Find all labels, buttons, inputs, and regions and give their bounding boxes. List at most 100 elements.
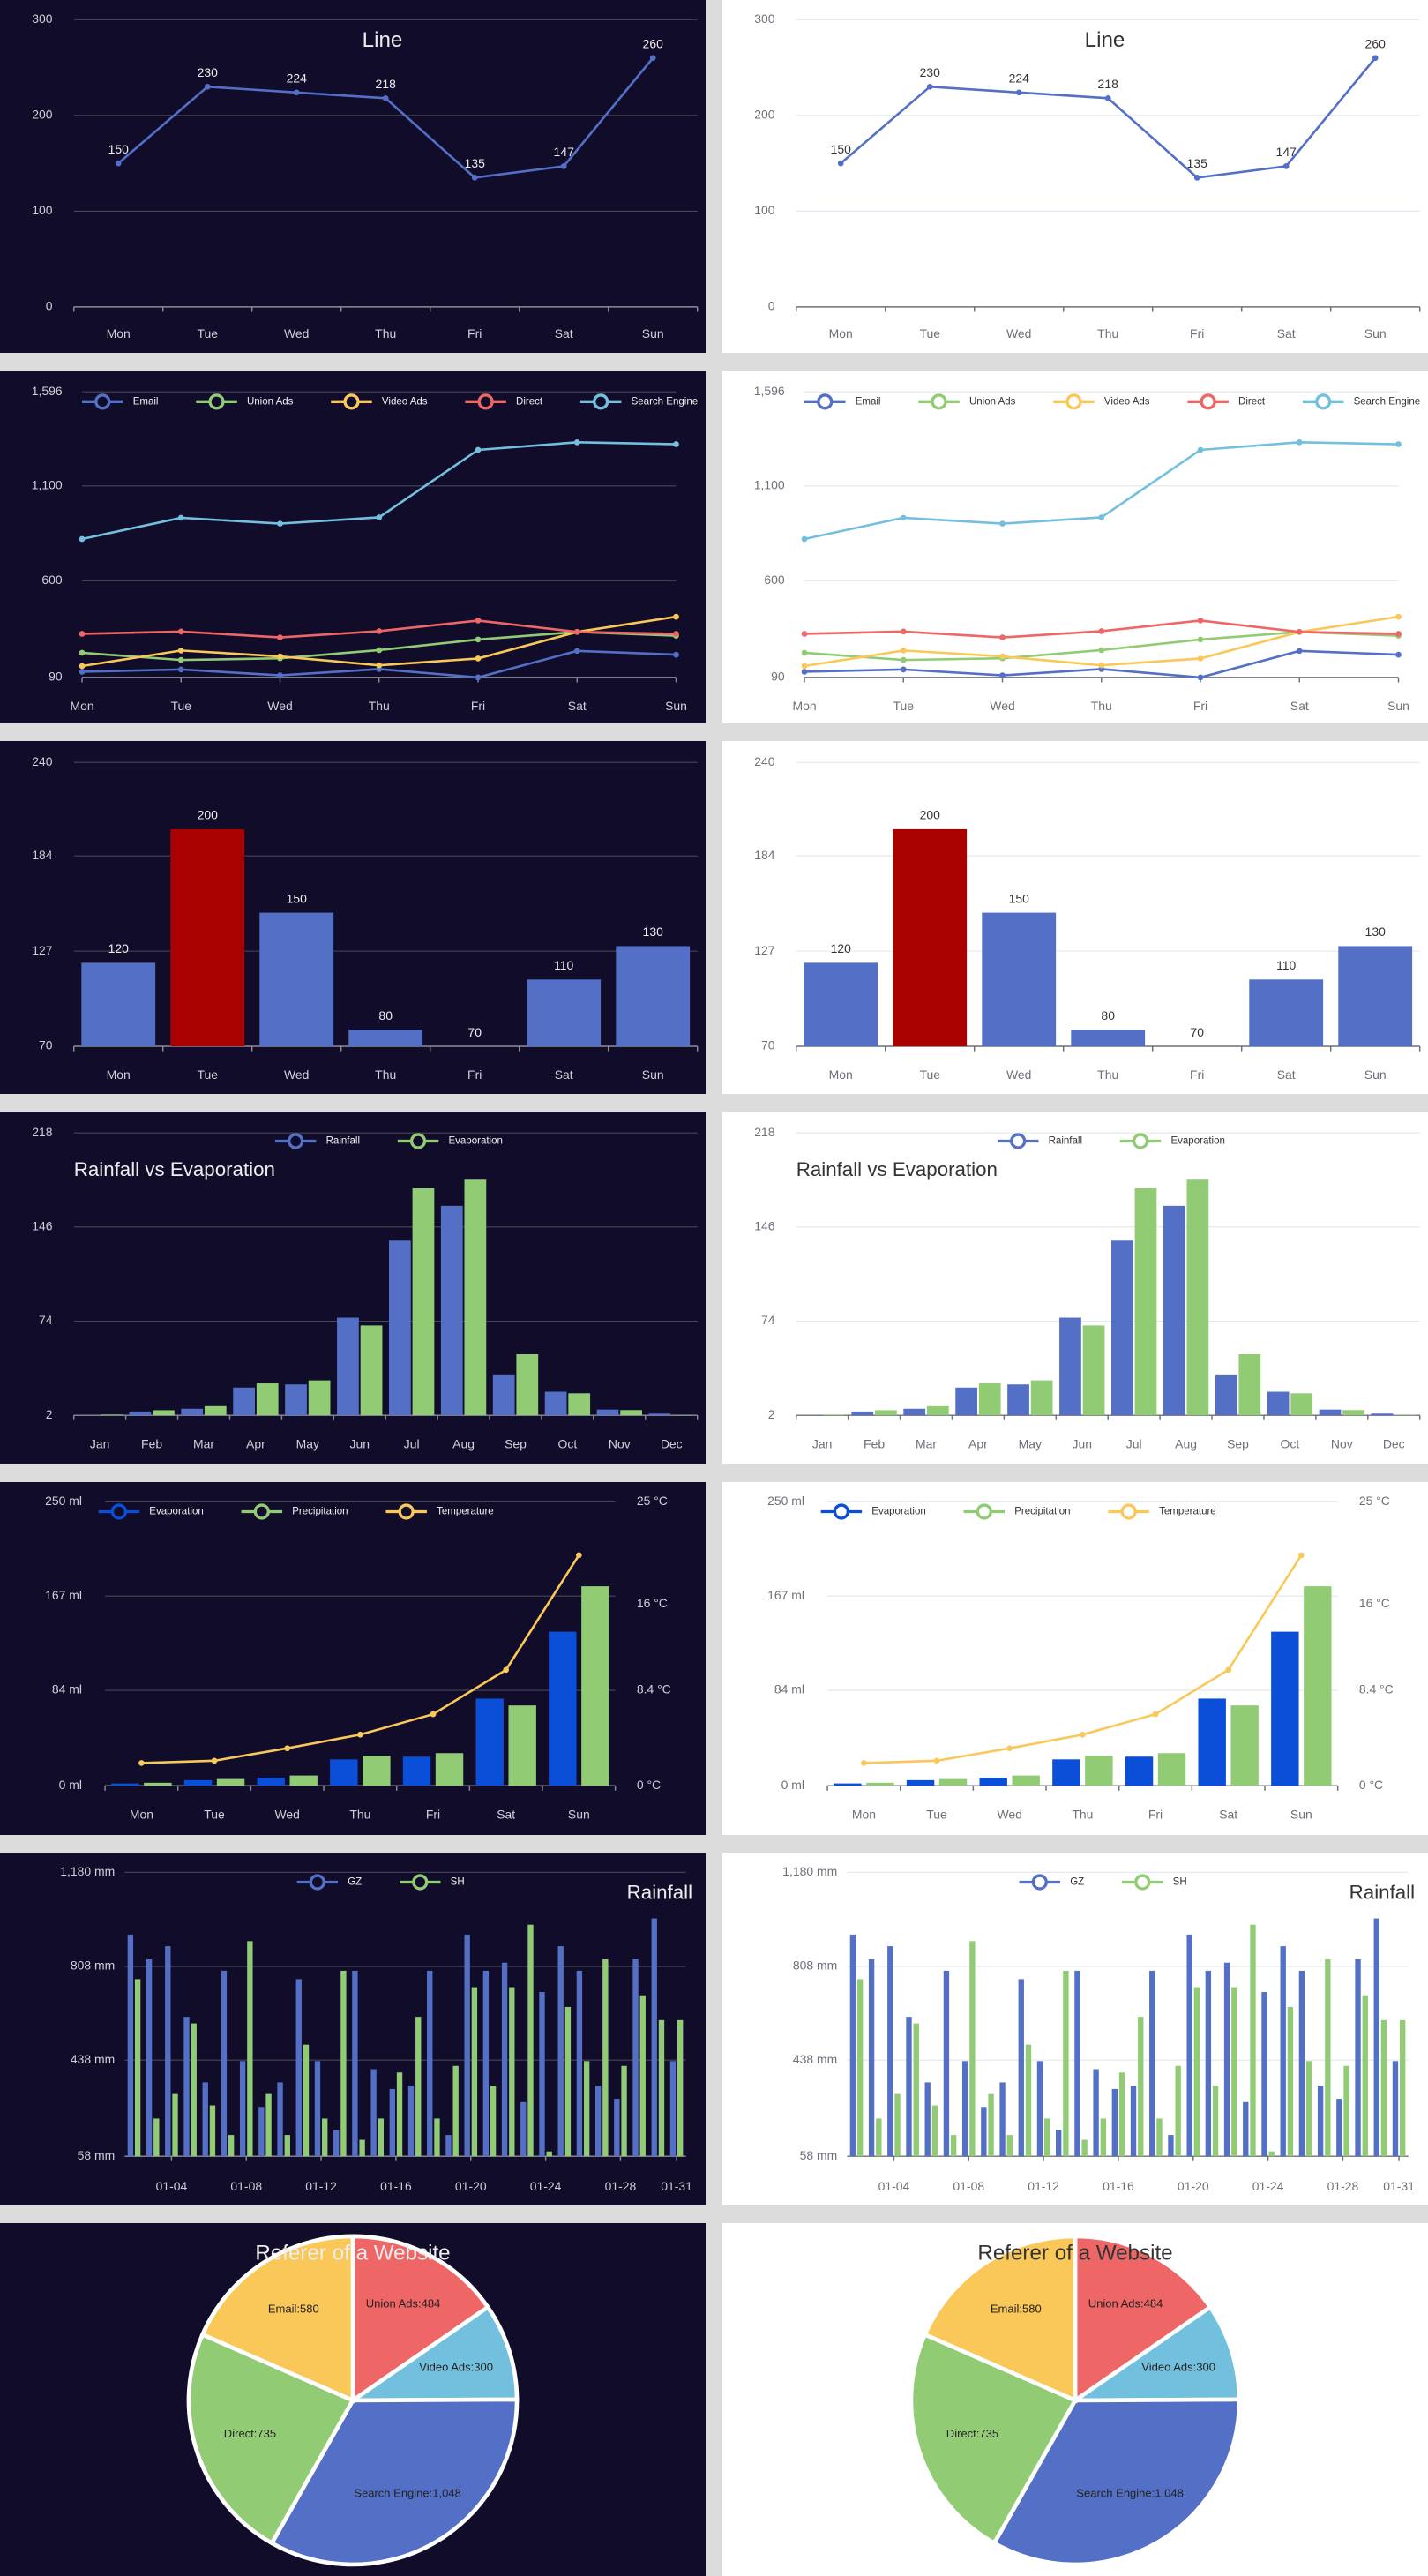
legend-label: Union Ads [247,396,294,407]
x-tick-label: 01-20 [1178,2179,1209,2193]
y-tick-label: 70 [761,1038,775,1052]
x-tick-label: Mon [792,699,816,713]
point [933,1757,940,1764]
pie-slice [186,2332,356,2546]
bar [434,2118,440,2157]
legend: GZ SH [1019,1874,1187,1891]
chart-panel: Union Ads:484 Video Ads:300 Search Engine:… [722,2223,1428,2576]
legend-label: SH [451,1877,465,1888]
bar [172,2093,178,2157]
bar [1130,2086,1137,2157]
point [376,647,383,654]
legend-label: Temperature [437,1507,494,1517]
x-tick-label: Wed [1006,1067,1031,1082]
bar [285,1384,307,1416]
bar [851,1411,874,1416]
bar [568,1393,591,1416]
legend-label: GZ [1070,1877,1084,1888]
bar [153,1410,175,1416]
x-tick-label: 01-16 [1103,2179,1134,2193]
bar [639,1995,646,2157]
point [277,634,283,640]
bar [621,2065,627,2157]
x-tick-label: Fri [1148,1807,1163,1821]
y-tick-label: 2 [768,1407,775,1421]
x-tick-label: Jul [404,1436,420,1450]
y-tick-label: 84 ml [774,1682,804,1696]
y2-tick-label: 8.4 °C [1359,1682,1394,1696]
legend-label: Rainfall [326,1136,360,1147]
bar [1056,2130,1062,2157]
y-tick-label: 184 [754,848,775,862]
x-tick-label: Mon [852,1807,876,1821]
x-tick-label: Wed [1006,326,1031,341]
chart-panel: 0 100 200 300 Mon Tue Wed Thu Fri Sat Sun 150 230 224… [0,0,706,353]
bar [1093,2069,1099,2157]
bar [464,1179,487,1416]
point [138,1760,145,1766]
x-tick-label: 01-04 [156,2179,188,2193]
point [1225,1666,1232,1674]
bar [1317,2086,1324,2157]
bar [950,2135,957,2157]
point [211,1757,218,1764]
data-label: 150 [831,142,852,156]
bar [144,1782,172,1786]
bar [221,1970,228,2157]
bar [981,2107,987,2157]
bar [1007,1384,1029,1416]
point [900,666,907,673]
y-tick-label: 600 [764,573,785,587]
bar [1168,2135,1174,2157]
bar [1231,1987,1237,2157]
chart-title: Rainfall vs Evaporation [796,1158,998,1180]
chart-panel: 70 127 184 240 Mon Tue Wed Thu Fri Sat Sun 120 200 15… [722,741,1428,1094]
x-tick-label: Thu [369,699,390,713]
legend-icon [1031,1874,1048,1891]
point [79,669,86,675]
x-tick-label: Nov [609,1436,631,1450]
bar [875,1410,897,1416]
legend-icon [976,1503,992,1520]
data-label: 200 [198,808,219,822]
x-tick-label: Fri [1190,326,1204,341]
bar [216,1778,245,1786]
legend-label: Search Engine [1354,396,1421,407]
data-label: 200 [920,808,941,822]
bar [1392,2061,1399,2157]
point [900,648,907,654]
bar [926,1405,949,1416]
point [1098,628,1105,634]
y-tick-label: 100 [32,203,53,217]
point [177,666,184,673]
slice-label: Direct:735 [946,2427,998,2440]
x-tick-label: 01-31 [1383,2179,1415,2193]
point [1152,1711,1159,1718]
x-tick-label: Oct [1281,1436,1300,1450]
bar [1243,2101,1249,2157]
data-label: 260 [643,37,664,51]
legend-icon [94,393,111,410]
x-tick-label: Aug [452,1436,475,1450]
bar [632,1959,639,2157]
point [999,634,1006,640]
bar [322,2118,328,2157]
x-tick-label: Wed [284,1067,309,1082]
bar [1018,1979,1024,2157]
data-label: 130 [643,925,664,939]
point [382,94,389,101]
point [573,439,580,446]
data-label: 80 [1101,1008,1115,1022]
point [573,628,580,635]
point [673,651,679,658]
x-tick-label: Fri [1190,1067,1204,1082]
bar [363,1756,391,1786]
bar [931,2105,938,2157]
point [177,648,184,654]
data-label: 135 [465,156,486,170]
y-tick-label: 100 [754,203,775,217]
bar [370,2069,377,2157]
point [475,618,482,624]
bar [677,2019,684,2157]
bar [259,912,334,1047]
